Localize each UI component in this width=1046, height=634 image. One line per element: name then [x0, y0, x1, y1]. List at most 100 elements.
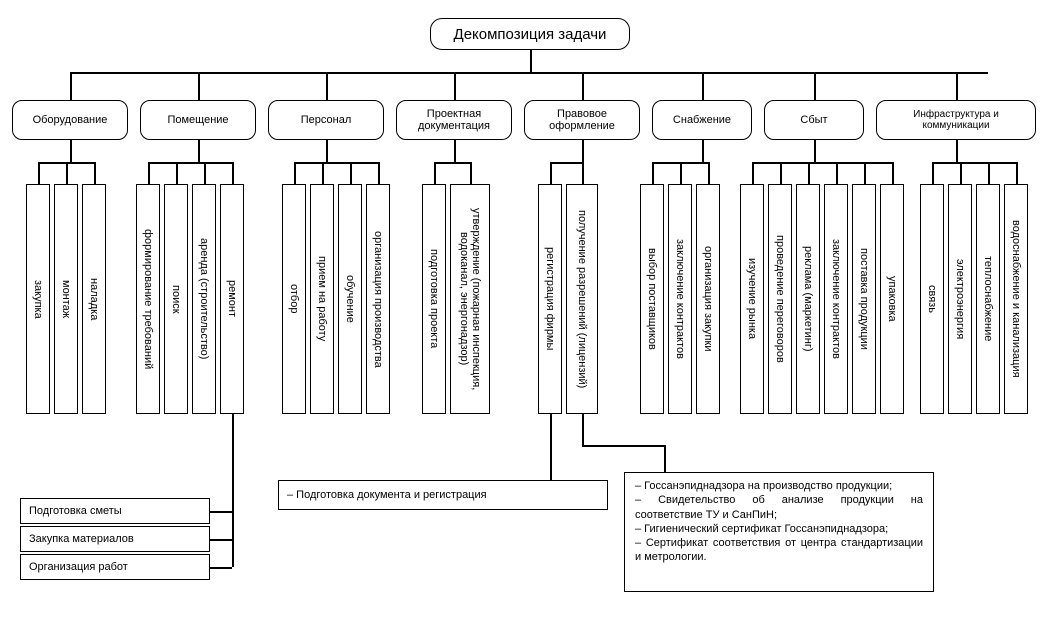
category-label: Оборудование — [33, 114, 108, 126]
category-node: Инфраструктура и коммуникации — [876, 100, 1036, 140]
leaf-node: изучение рынка — [740, 184, 764, 414]
leaf-label: ремонт — [226, 280, 238, 317]
leaf-label: получение разрешений (лицензий) — [576, 210, 588, 388]
leaf-label: проведение переговоров — [774, 235, 786, 363]
leaf-label: закупка — [32, 280, 44, 319]
connector-vline — [434, 162, 436, 184]
leaf-label: поиск — [170, 285, 182, 314]
leaf-node: монтаж — [54, 184, 78, 414]
connector-vline — [960, 162, 962, 184]
leaf-label: организация закупки — [702, 246, 714, 351]
category-node: Правовое оформление — [524, 100, 640, 140]
leaf-node: связь — [920, 184, 944, 414]
connector-vline — [322, 162, 324, 184]
connector-vline — [204, 162, 206, 184]
category-node: Снабжение — [652, 100, 752, 140]
connector-hline — [148, 162, 232, 164]
connector-vline — [198, 72, 200, 100]
connector-hline — [210, 539, 232, 541]
remont-item-label: Подготовка сметы — [29, 505, 122, 517]
leaf-label: регистрация фирмы — [544, 247, 556, 350]
leaf-label: реклама (маркетинг) — [802, 246, 814, 352]
connector-vline — [470, 162, 472, 184]
category-label: Правовое оформление — [529, 108, 635, 132]
leaf-label: организация производства — [372, 231, 384, 368]
connector-vline — [808, 162, 810, 184]
leaf-label: утверждение (пожарная инспекция, водокан… — [458, 191, 482, 407]
connector-vline — [956, 140, 958, 162]
connector-vline — [702, 140, 704, 162]
license-line: – Сертификат соответствия от центра стан… — [635, 536, 923, 565]
category-node: Проектная документация — [396, 100, 512, 140]
category-label: Инфраструктура и коммуникации — [881, 109, 1031, 131]
connector-vline — [232, 162, 234, 184]
connector-vline — [708, 162, 710, 184]
leaf-node: регистрация фирмы — [538, 184, 562, 414]
category-label: Сбыт — [800, 114, 827, 126]
connector-vline — [530, 50, 532, 72]
connector-hline — [932, 162, 1016, 164]
category-node: Оборудование — [12, 100, 128, 140]
connector-vline — [702, 72, 704, 100]
leaf-node: упаковка — [880, 184, 904, 414]
connector-hline — [294, 162, 378, 164]
category-node: Помещение — [140, 100, 256, 140]
leaf-node: аренда (строительство) — [192, 184, 216, 414]
leaf-label: поставка продукции — [858, 248, 870, 350]
root-node: Декомпозиция задачи — [430, 18, 630, 50]
connector-vline — [956, 72, 958, 100]
connector-vline — [232, 414, 234, 567]
category-label: Персонал — [301, 114, 352, 126]
leaf-label: упаковка — [886, 276, 898, 322]
leaf-node: поставка продукции — [852, 184, 876, 414]
connector-hline — [582, 445, 664, 447]
leaf-node: наладка — [82, 184, 106, 414]
connector-vline — [864, 162, 866, 184]
leaf-node: закупка — [26, 184, 50, 414]
license-line: – Свидетельство об анализе продукции на … — [635, 493, 923, 522]
remont-detail-node: Закупка материалов — [20, 526, 210, 552]
remont-item-label: Закупка материалов — [29, 533, 134, 545]
leaf-label: аренда (строительство) — [198, 238, 210, 359]
leaf-node: ремонт — [220, 184, 244, 414]
connector-vline — [70, 72, 72, 100]
leaf-node: проведение переговоров — [768, 184, 792, 414]
leaf-node: заключение контрактов — [668, 184, 692, 414]
leaf-label: изучение рынка — [746, 258, 758, 339]
connector-vline — [70, 140, 72, 162]
category-node: Персонал — [268, 100, 384, 140]
license-line: – Гигиенический сертификат Госсан­эпидна… — [635, 522, 923, 536]
connector-vline — [350, 162, 352, 184]
leaf-label: формирование требований — [142, 229, 154, 369]
connector-hline — [752, 162, 892, 164]
leaf-node: выбор поставщиков — [640, 184, 664, 414]
connector-vline — [66, 162, 68, 184]
leaf-node: обучение — [338, 184, 362, 414]
connector-vline — [582, 140, 584, 162]
connector-vline — [38, 162, 40, 184]
connector-vline — [94, 162, 96, 184]
root-label: Декомпозиция задачи — [454, 26, 607, 43]
connector-vline — [326, 72, 328, 100]
leaf-node: подготовка проекта — [422, 184, 446, 414]
connector-vline — [198, 140, 200, 162]
connector-vline — [680, 162, 682, 184]
leaf-node: заключение контрактов — [824, 184, 848, 414]
remont-detail-node: Подготовка сметы — [20, 498, 210, 524]
leaf-node: организация производства — [366, 184, 390, 414]
leaf-node: электроэнергия — [948, 184, 972, 414]
connector-vline — [652, 162, 654, 184]
leaf-label: заключение контрактов — [830, 239, 842, 359]
leaf-label: электроэнергия — [954, 259, 966, 339]
connector-vline — [378, 162, 380, 184]
connector-vline — [454, 72, 456, 100]
reg-detail-node: – Подготовка документа и регистрация — [278, 480, 608, 510]
connector-vline — [814, 140, 816, 162]
connector-hline — [70, 72, 988, 74]
leaf-node: утверждение (пожарная инспекция, водокан… — [450, 184, 490, 414]
connector-vline — [294, 162, 296, 184]
leaf-label: наладка — [88, 278, 100, 320]
connector-vline — [148, 162, 150, 184]
leaf-node: реклама (маркетинг) — [796, 184, 820, 414]
connector-vline — [454, 140, 456, 162]
